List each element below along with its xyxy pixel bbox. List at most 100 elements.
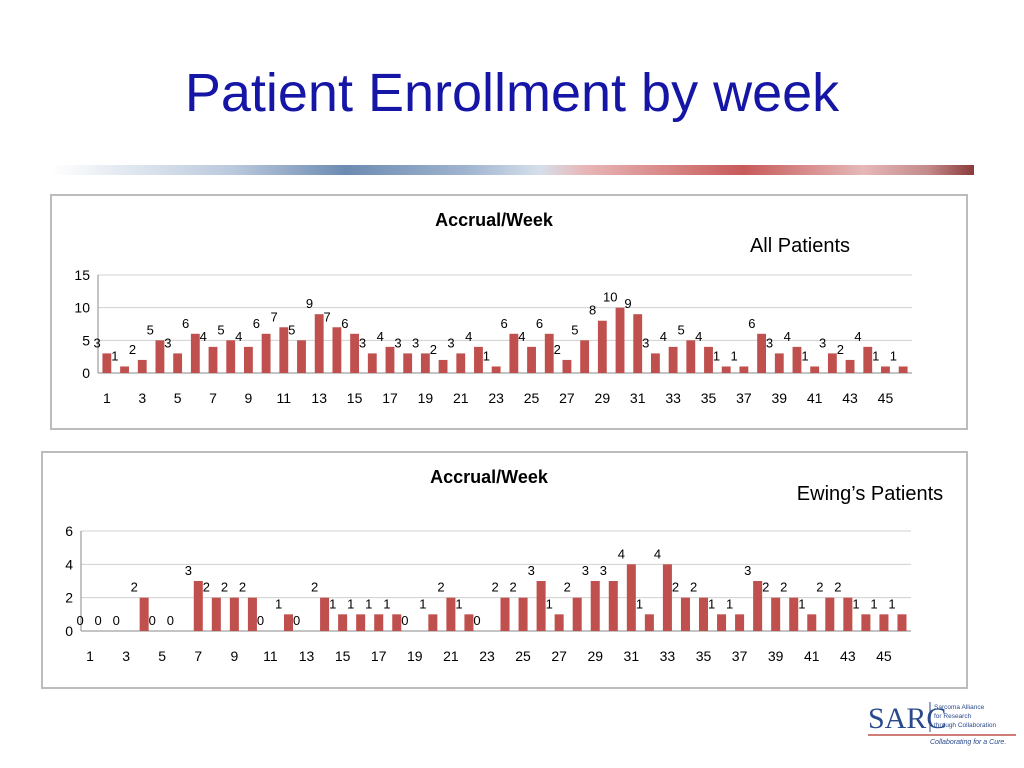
chart2-data-label: 3 — [528, 563, 535, 578]
chart2-x-tick-label: 37 — [732, 648, 748, 664]
chart2-data-label: 2 — [816, 580, 823, 595]
chart1-x-tick-label: 41 — [807, 390, 823, 406]
chart2-x-tick-label: 29 — [587, 648, 603, 664]
chart1-data-label: 5 — [288, 322, 295, 337]
chart2-bar — [500, 597, 510, 631]
chart2-bar — [662, 564, 672, 631]
chart1-bar — [226, 340, 236, 373]
chart2-x-tick-label: 13 — [299, 648, 315, 664]
chart1-bar — [297, 340, 306, 373]
chart1-bar — [243, 346, 253, 373]
chart2-bar — [735, 614, 745, 631]
chart1-data-label: 6 — [182, 316, 189, 331]
chart1-y-tick-label: 10 — [74, 300, 90, 316]
chart1-data-label: 1 — [890, 348, 897, 363]
chart2-x-tick-label: 41 — [804, 648, 820, 664]
chart1-x-tick-label: 33 — [665, 390, 681, 406]
chart1-data-label: 3 — [642, 335, 649, 350]
chart2-bar — [771, 597, 781, 631]
chart2-x-tick-label: 33 — [660, 648, 676, 664]
chart2-data-label: 1 — [329, 596, 336, 611]
chart2-data-label: 2 — [491, 580, 498, 595]
chart2-x-tick-label: 15 — [335, 648, 351, 664]
chart1-title: Accrual/Week — [435, 210, 554, 230]
logo-line2: for Research — [934, 713, 972, 720]
chart1-bar — [314, 314, 324, 373]
chart1-data-label: 3 — [447, 335, 454, 350]
chart1-bar — [403, 353, 413, 373]
chart2-data-label: 2 — [564, 580, 571, 595]
chart2-data-label: 2 — [239, 580, 246, 595]
chart2-x-tick-label: 19 — [407, 648, 423, 664]
chart1-data-label: 4 — [695, 329, 702, 344]
chart2-x-tick-label: 3 — [122, 648, 130, 664]
chart1-x-tick-label: 5 — [174, 390, 182, 406]
chart1-bar — [367, 353, 377, 373]
chart2-data-label: 0 — [257, 613, 264, 628]
chart2-data-label: 2 — [510, 580, 517, 595]
chart1-bar — [155, 340, 165, 373]
logo-line3: through Collaboration — [934, 722, 997, 729]
chart2-data-label: 3 — [744, 563, 751, 578]
chart1-y-tick-label: 0 — [82, 365, 90, 381]
chart1-data-label: 4 — [465, 329, 472, 344]
chart1-data-label: 8 — [589, 303, 596, 318]
chart1-x-tick-label: 29 — [595, 390, 611, 406]
chart1-data-label: 6 — [500, 316, 507, 331]
chart1-x-tick-label: 1 — [103, 390, 111, 406]
chart1-x-tick-label: 21 — [453, 390, 469, 406]
chart2-bar — [536, 581, 546, 631]
chart2-bar — [698, 597, 709, 631]
chart2-bar — [211, 597, 221, 631]
chart1-data-label: 1 — [731, 348, 738, 363]
chart2-bar — [680, 597, 690, 631]
chart1-data-label: 1 — [801, 348, 808, 363]
chart1-data-label: 3 — [766, 335, 773, 350]
chart1-bar — [491, 366, 501, 373]
chart1-data-label: 1 — [872, 348, 879, 363]
chart2-data-label: 2 — [311, 580, 318, 595]
chart2-annotation: Ewing’s Patients — [797, 483, 943, 505]
chart1-bar — [721, 366, 731, 373]
chart2-bar — [753, 581, 763, 631]
chart1-bar — [438, 359, 448, 373]
chart1-x-tick-label: 45 — [878, 390, 894, 406]
chart2-data-label: 2 — [437, 580, 444, 595]
chart2-data-label: 1 — [347, 596, 354, 611]
chart1-data-label: 3 — [412, 335, 419, 350]
chart1-bar — [350, 333, 360, 373]
chart2-x-tick-label: 9 — [230, 648, 238, 664]
chart1-bar — [385, 346, 395, 373]
chart2-data-label: 0 — [473, 613, 480, 628]
chart2-data-label: 2 — [203, 580, 210, 595]
chart1-data-label: 5 — [571, 322, 578, 337]
chart2-y-tick-label: 6 — [65, 523, 73, 539]
chart1-bar — [137, 359, 147, 373]
chart2-data-label: 2 — [690, 580, 697, 595]
chart2-bar — [807, 614, 817, 631]
slide-title: Patient Enrollment by week — [184, 63, 840, 123]
chart2-bar — [518, 597, 528, 631]
chart2-data-label: 1 — [726, 596, 733, 611]
chart1-data-label: 6 — [253, 316, 260, 331]
chart1-bar — [190, 333, 200, 373]
chart2-bar — [825, 597, 835, 631]
chart1-bar — [633, 314, 643, 373]
chart1-data-label: 5 — [677, 322, 684, 337]
chart1-bar — [279, 327, 289, 373]
chart1-x-tick-label: 9 — [245, 390, 253, 406]
chart2-data-label: 2 — [762, 580, 769, 595]
chart1-annotation: All Patients — [750, 235, 850, 257]
chart1-data-label: 2 — [837, 342, 844, 357]
chart2-data-label: 1 — [798, 596, 805, 611]
chart2-x-tick-label: 27 — [551, 648, 567, 664]
chart2-bar — [789, 597, 799, 631]
chart1-data-label: 6 — [341, 316, 348, 331]
chart1-bar — [650, 353, 660, 373]
chart2-x-tick-label: 39 — [768, 648, 784, 664]
chart1-data-label: 6 — [748, 316, 755, 331]
chart1-x-tick-label: 27 — [559, 390, 575, 406]
chart1-data-label: 9 — [306, 296, 313, 311]
chart2-data-label: 1 — [636, 596, 643, 611]
